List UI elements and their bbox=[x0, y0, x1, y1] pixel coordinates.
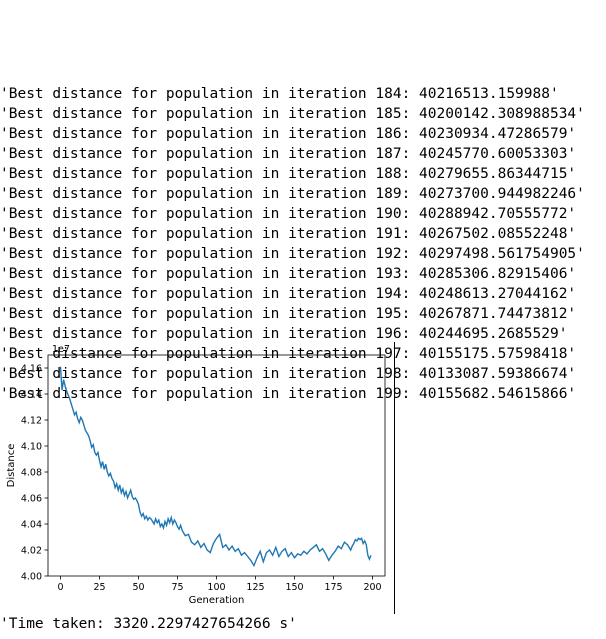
chart-svg: 0 25 50 75 100 125 150 175 200 4.004.024.044.064… bbox=[6, 344, 386, 606]
x-axis-label: Generation bbox=[189, 595, 245, 606]
log-line: 'Best distance for population in iterati… bbox=[0, 206, 577, 222]
y-axis-ticks: 4.00 4.02 4.04 4.06 4.08 4.10 4.12 4.14 4.16 bbox=[21, 363, 48, 582]
log-line: 'Best distance for population in iterati… bbox=[0, 86, 559, 102]
x-axis-ticks: 0 25 50 75 100 125 150 175 200 bbox=[57, 576, 382, 593]
output-scroll-divider bbox=[394, 342, 395, 614]
x-tick-label: 200 bbox=[363, 582, 381, 593]
log-lines: 'Best distance for population in iterati… bbox=[0, 84, 606, 404]
y-axis-offset-label: 1e7 bbox=[52, 344, 70, 355]
y-tick-label: 4.04 bbox=[21, 519, 42, 530]
x-tick-label: 0 bbox=[57, 582, 63, 593]
log-line: 'Best distance for population in iterati… bbox=[0, 366, 577, 382]
distance-chart: 0 25 50 75 100 125 150 175 200 4.00 4.02 4.04 4.06 4… bbox=[0, 340, 394, 615]
distance-series-line bbox=[59, 366, 372, 568]
log-line: 'Best distance for population in iterati… bbox=[0, 326, 568, 342]
x-tick-label: 50 bbox=[132, 582, 144, 593]
log-line: 'Best distance for population in iterati… bbox=[0, 346, 577, 362]
y-tick-label: 4.10 bbox=[21, 441, 42, 452]
y-tick-label: 4.16 bbox=[21, 363, 42, 374]
y-axis-label: Distance bbox=[6, 444, 17, 488]
y-tick-label: 4.06 bbox=[21, 493, 42, 504]
log-line: 'Best distance for population in iterati… bbox=[0, 226, 577, 242]
y-tick-label: 4.00 bbox=[21, 571, 42, 582]
y-tick-label: 4.12 bbox=[21, 415, 42, 426]
x-tick-label: 75 bbox=[171, 582, 183, 593]
x-tick-label: 125 bbox=[246, 582, 264, 593]
log-line: 'Best distance for population in iterati… bbox=[0, 286, 577, 302]
x-tick-label: 25 bbox=[93, 582, 105, 593]
log-line: 'Best distance for population in iterati… bbox=[0, 386, 577, 402]
clipped-output-line bbox=[0, 40, 606, 44]
y-tick-label: 4.14 bbox=[21, 389, 42, 400]
plot-frame bbox=[47, 354, 386, 577]
log-line: 'Best distance for population in iterati… bbox=[0, 186, 585, 202]
log-line: 'Best distance for population in iterati… bbox=[0, 266, 577, 282]
log-line: 'Best distance for population in iterati… bbox=[0, 246, 585, 262]
output-log: 'Best distance for population in iterati… bbox=[0, 40, 606, 404]
x-tick-label: 150 bbox=[285, 582, 303, 593]
x-tick-label: 175 bbox=[324, 582, 342, 593]
log-line: 'Best distance for population in iterati… bbox=[0, 126, 577, 142]
log-line: 'Best distance for population in iterati… bbox=[0, 106, 585, 122]
log-line: 'Best distance for population in iterati… bbox=[0, 306, 577, 322]
log-line: 'Best distance for population in iterati… bbox=[0, 146, 577, 162]
log-line: 'Best distance for population in iterati… bbox=[0, 166, 577, 182]
y-tick-label: 4.08 bbox=[21, 467, 42, 478]
time-taken-output: 'Time taken: 3320.2297427654266 s' bbox=[0, 616, 297, 632]
x-tick-label: 100 bbox=[207, 582, 225, 593]
y-tick-label: 4.02 bbox=[21, 545, 42, 556]
